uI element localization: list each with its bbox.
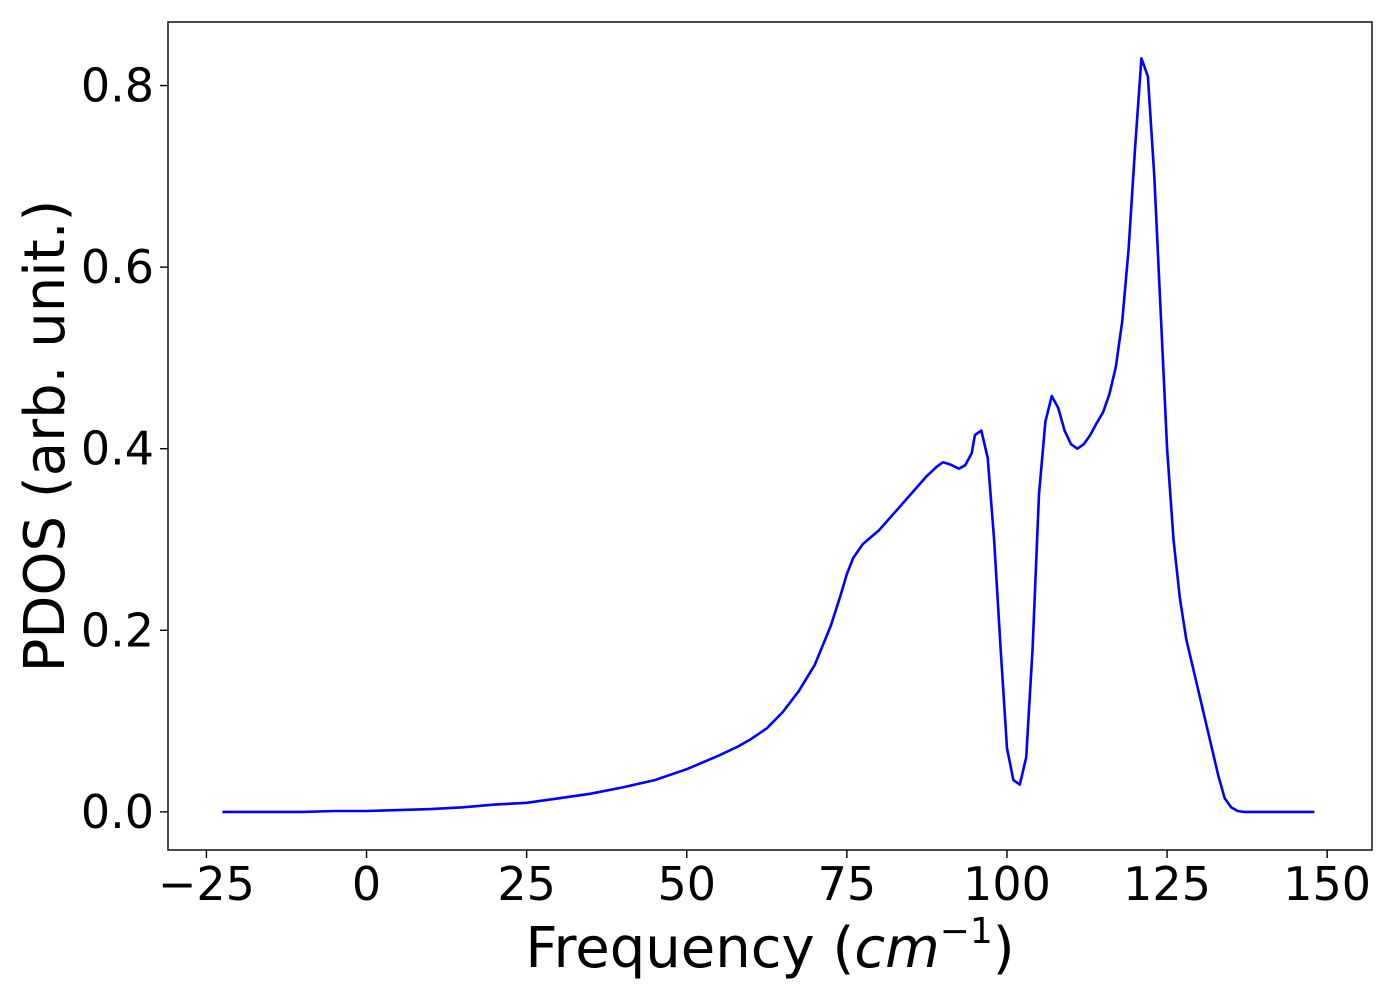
series-layer [222, 56, 1315, 814]
x-tick-label: 25 [497, 857, 556, 911]
y-tick-label: 0.6 [81, 240, 154, 294]
y-tick-label: 0.0 [81, 785, 154, 839]
x-tick-label: 100 [963, 857, 1051, 911]
x-tick-label: 75 [818, 857, 877, 911]
x-tick-label: 150 [1283, 857, 1371, 911]
series-line [222, 56, 1315, 814]
x-axis-label: Frequency (cm−1) [525, 911, 1014, 981]
x-tick-label: 125 [1123, 857, 1211, 911]
x-axis: −25 0 25 50 75 100 125 150 [158, 850, 1371, 911]
x-tick-label: 0 [352, 857, 381, 911]
y-tick-label: 0.4 [81, 422, 154, 476]
x-tick-label: 50 [657, 857, 716, 911]
y-axis-label: PDOS (arb. unit.) [13, 200, 78, 673]
x-tick-label: −25 [158, 857, 255, 911]
y-tick-label: 0.8 [81, 59, 154, 113]
y-tick-label: 0.2 [81, 603, 154, 657]
y-axis: 0.0 0.2 0.4 0.6 0.8 [81, 59, 168, 839]
plot-frame [167, 21, 1373, 851]
